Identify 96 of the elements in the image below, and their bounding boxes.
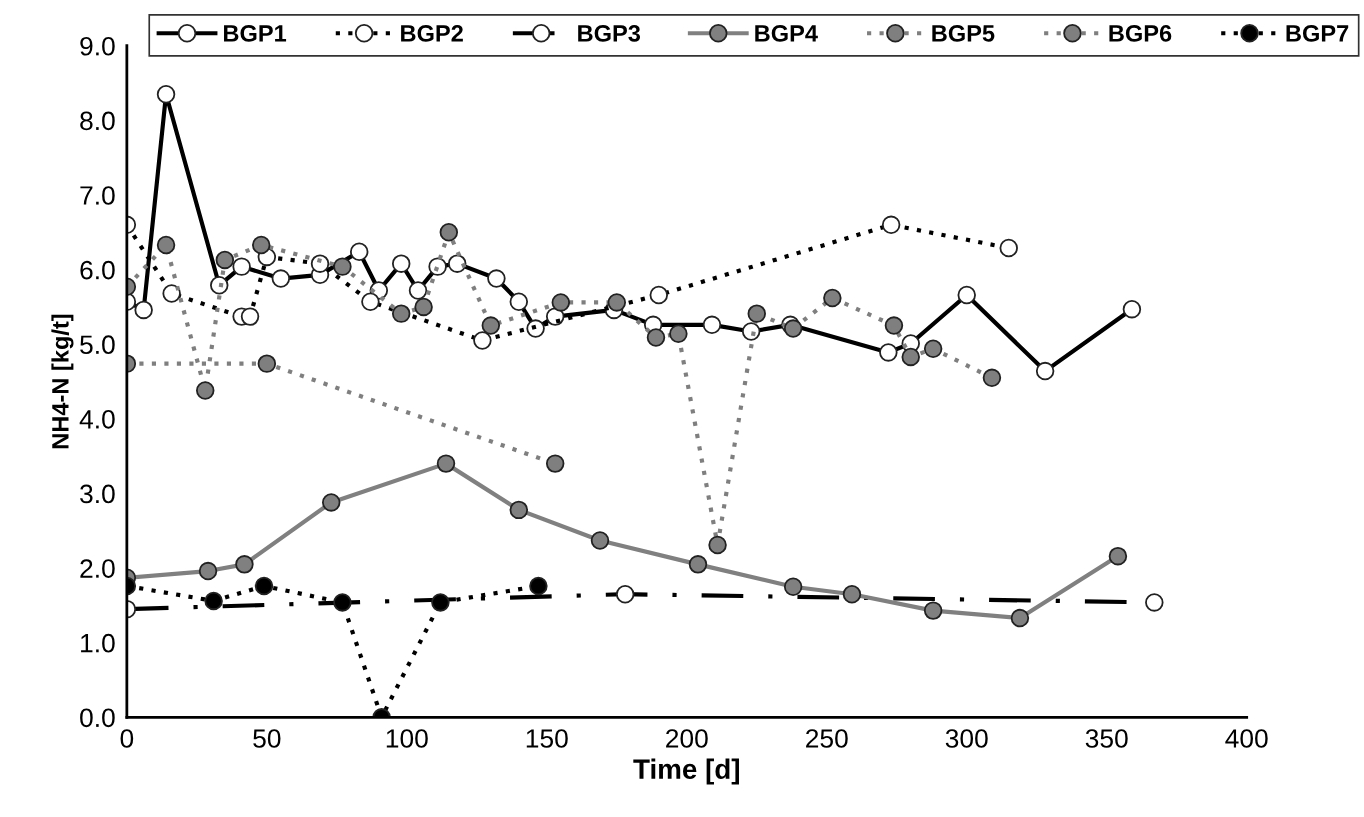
y-tick-label: 2.0: [80, 559, 115, 578]
point: [590, 531, 610, 550]
point: [333, 593, 352, 612]
x-tick-label: 350: [1085, 729, 1128, 748]
point: [526, 319, 545, 338]
legend-label: BGP2: [401, 24, 463, 42]
y-tick-label: 8.0: [80, 111, 115, 131]
point: [156, 235, 176, 255]
x-tick-label: 300: [945, 729, 988, 748]
x-tick-label: 200: [666, 729, 708, 748]
point: [1010, 608, 1030, 628]
point: [196, 381, 215, 400]
point: [747, 304, 767, 323]
y-tick-label: 7.0: [80, 186, 115, 205]
point: [669, 324, 688, 344]
y-tick-label: 5.0: [80, 335, 115, 355]
point: [447, 254, 467, 273]
point: [251, 235, 271, 255]
legend-label: BGP5: [932, 24, 995, 42]
y-tick-label: 4.0: [79, 409, 115, 429]
point: [254, 576, 274, 596]
point: [607, 293, 627, 312]
x-axis-title: Time [d]: [633, 758, 739, 785]
point: [708, 535, 727, 555]
point: [321, 493, 341, 512]
legend-label: BGP1: [224, 24, 287, 42]
point: [509, 292, 529, 311]
point: [646, 328, 666, 347]
point: [649, 285, 669, 305]
point: [391, 304, 411, 323]
point: [473, 331, 492, 350]
point: [1108, 546, 1128, 566]
x-tick-label: 50: [253, 729, 281, 748]
point: [688, 555, 708, 574]
point: [957, 285, 976, 305]
point: [310, 254, 330, 273]
y-axis-title: NH4-N [kg/t]: [51, 314, 74, 449]
point: [333, 257, 352, 276]
y-tick-label: 3.0: [80, 484, 115, 504]
point: [204, 591, 223, 611]
point: [361, 292, 380, 311]
legend-label: BGP7: [1286, 24, 1349, 42]
legend-label: BGP6: [1109, 24, 1172, 42]
point: [702, 315, 722, 335]
point: [982, 368, 1002, 388]
x-tick-label: 400: [1225, 729, 1268, 748]
point: [235, 555, 254, 574]
y-tick-label: 9.0: [80, 36, 115, 56]
point: [349, 242, 369, 261]
point: [529, 576, 548, 596]
point: [879, 343, 898, 362]
x-tick-label: 250: [806, 729, 848, 748]
point: [271, 269, 291, 288]
point: [210, 276, 229, 295]
point: [414, 297, 433, 317]
point: [884, 316, 904, 335]
point: [545, 454, 565, 473]
point: [257, 354, 277, 373]
point: [881, 215, 901, 235]
point: [439, 223, 459, 242]
legend-label: BGP4: [755, 24, 818, 42]
point: [408, 281, 428, 300]
point: [240, 307, 260, 326]
point: [901, 347, 920, 367]
point: [156, 85, 176, 104]
point: [198, 561, 218, 581]
point: [1035, 361, 1055, 381]
point: [551, 293, 571, 312]
point: [1122, 299, 1142, 319]
point: [431, 593, 450, 612]
point: [783, 577, 803, 596]
point: [487, 269, 506, 288]
x-tick-label: 150: [526, 729, 568, 748]
y-tick-label: 6.0: [80, 260, 115, 280]
point: [783, 319, 803, 338]
point: [999, 238, 1018, 258]
point: [436, 454, 456, 473]
x-tick-label: 100: [386, 729, 428, 748]
y-tick-label: 1.0: [81, 633, 115, 653]
point: [215, 250, 235, 270]
point: [232, 257, 251, 276]
point: [134, 300, 153, 320]
legend-label: BGP3: [578, 24, 641, 42]
point: [509, 500, 529, 520]
y-tick-label: 0.0: [80, 708, 115, 728]
point: [823, 288, 842, 308]
point: [481, 316, 501, 335]
point: [1145, 593, 1164, 612]
point: [923, 339, 943, 358]
point: [391, 254, 411, 273]
point: [615, 584, 635, 604]
point: [923, 601, 943, 620]
point: [842, 584, 862, 604]
point: [162, 284, 181, 303]
point: [741, 322, 761, 341]
x-tick-label: 0: [120, 729, 134, 748]
